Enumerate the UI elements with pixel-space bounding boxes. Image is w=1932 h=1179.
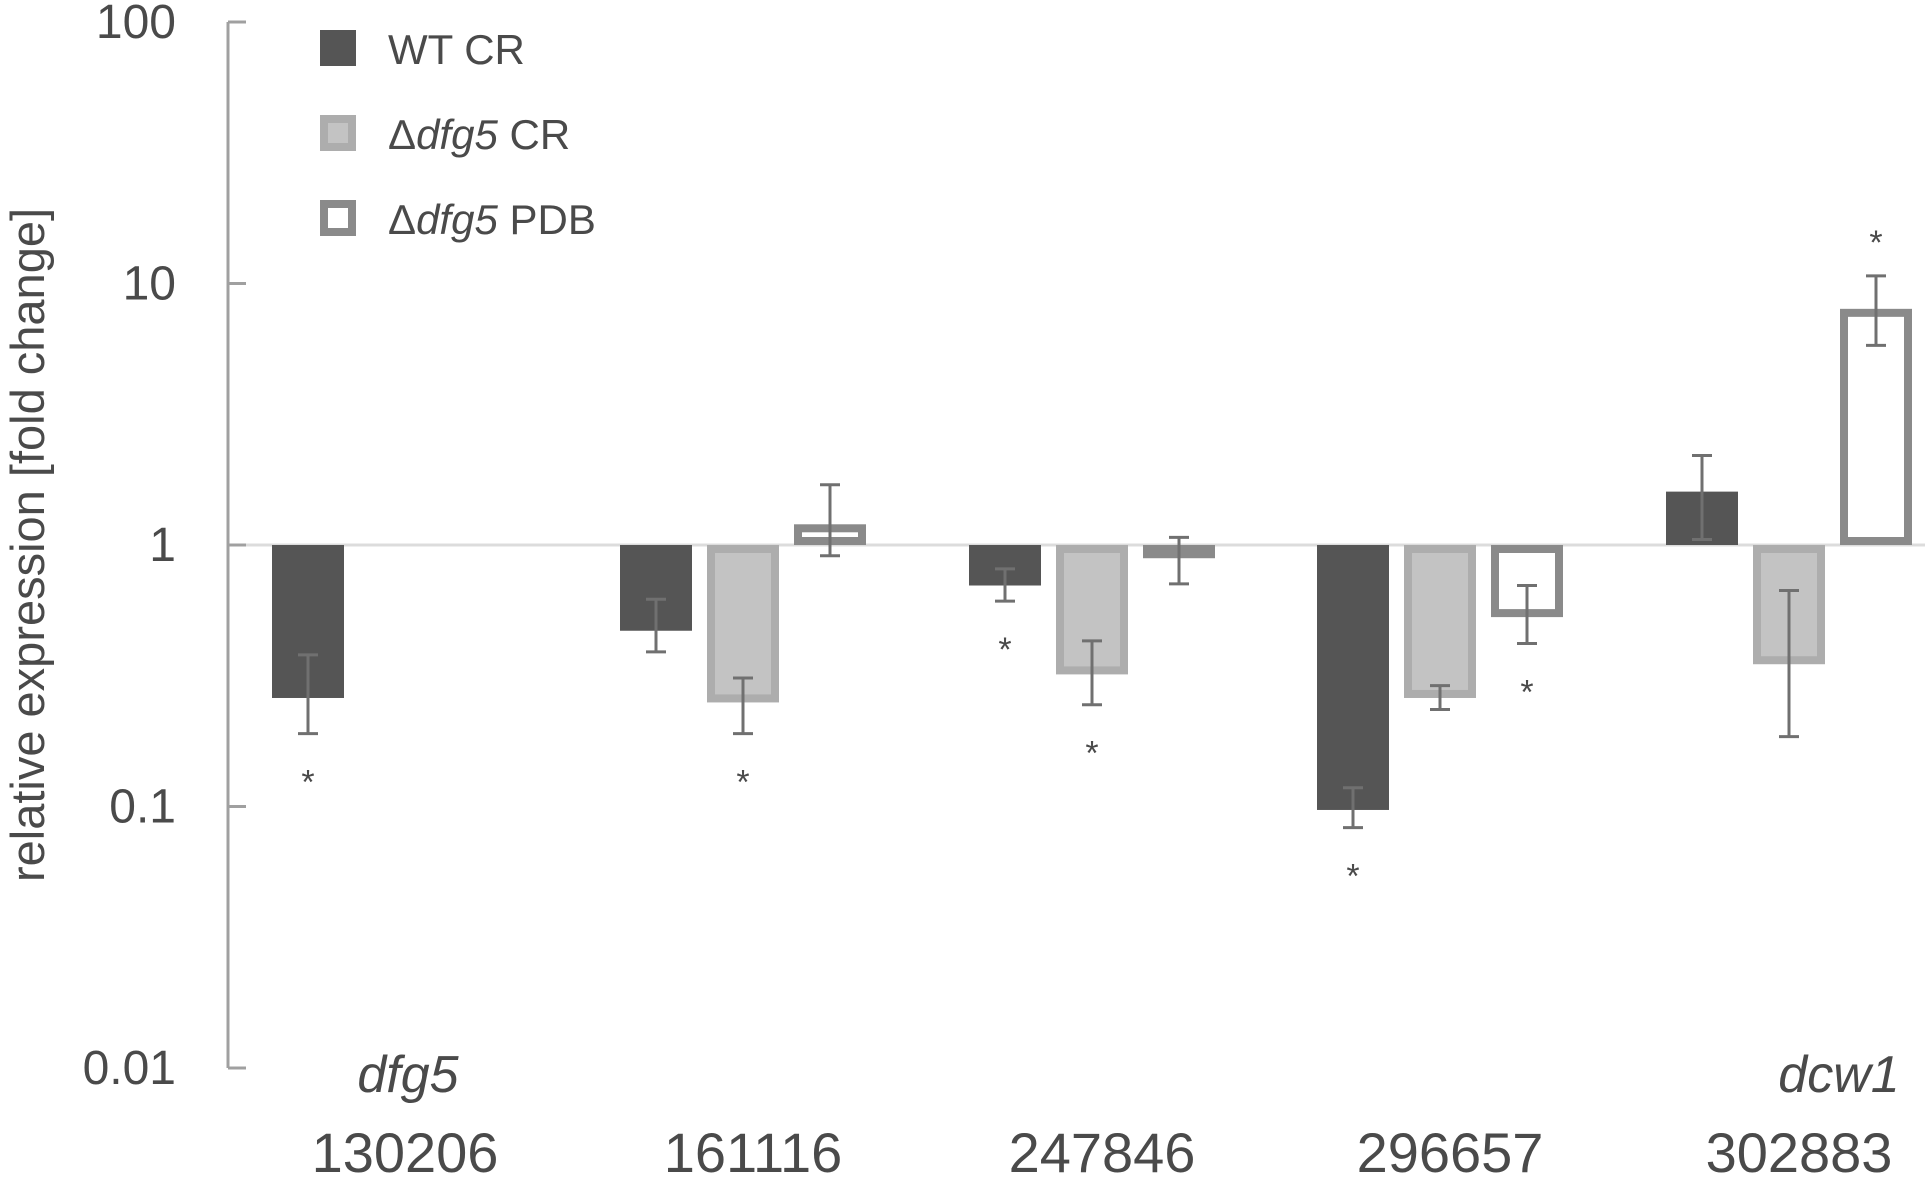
legend-label-2: Δdfg5 CR bbox=[388, 111, 570, 158]
y-tick-label: 0.01 bbox=[83, 1042, 176, 1095]
bar-302883-series-3 bbox=[1840, 308, 1912, 546]
y-tick-label: 100 bbox=[96, 0, 176, 49]
significance-star: * bbox=[1346, 858, 1359, 896]
legend-label-1: WT CR bbox=[388, 26, 525, 73]
significance-star: * bbox=[301, 764, 314, 802]
legend: WT CR Δdfg5 CR Δdfg5 PDB bbox=[320, 26, 596, 243]
category-label: 247846 bbox=[1009, 1121, 1196, 1179]
significance-star: * bbox=[1869, 224, 1882, 262]
category-label: 296657 bbox=[1357, 1121, 1544, 1179]
category-label: 161116 bbox=[664, 1121, 843, 1179]
legend-swatch-3 bbox=[320, 200, 356, 236]
category-labels: 130206 dfg5 161116 247846 296657 302883 dcw1 bbox=[312, 1046, 1900, 1179]
category-label: 302883 bbox=[1706, 1121, 1893, 1179]
legend-swatch-1 bbox=[320, 30, 356, 66]
significance-star: * bbox=[1085, 735, 1098, 773]
y-tick-label: 10 bbox=[123, 258, 176, 311]
bar-296657-series-1 bbox=[1317, 545, 1389, 810]
significance-star: * bbox=[1520, 674, 1533, 712]
bars bbox=[272, 308, 1912, 810]
y-tick-label: 0.1 bbox=[109, 781, 176, 834]
y-tick-label: 1 bbox=[149, 519, 176, 572]
y-axis-title: relative expression [fold change] bbox=[1, 208, 54, 882]
significance-star: * bbox=[736, 764, 749, 802]
significance-markers: * * * * * * * bbox=[301, 224, 1882, 896]
significance-star: * bbox=[998, 631, 1011, 669]
category-label: 130206 bbox=[312, 1121, 499, 1179]
y-axis: 0.01 0.1 1 10 100 bbox=[83, 0, 246, 1095]
legend-label-3: Δdfg5 PDB bbox=[388, 196, 596, 243]
legend-swatch-2 bbox=[320, 115, 356, 151]
bar-161116-series-2 bbox=[707, 545, 779, 703]
bar-296657-series-2 bbox=[1404, 545, 1476, 698]
gene-name-label: dcw1 bbox=[1778, 1046, 1899, 1104]
gene-name-label: dfg5 bbox=[357, 1046, 459, 1104]
error-bars bbox=[298, 274, 1886, 830]
